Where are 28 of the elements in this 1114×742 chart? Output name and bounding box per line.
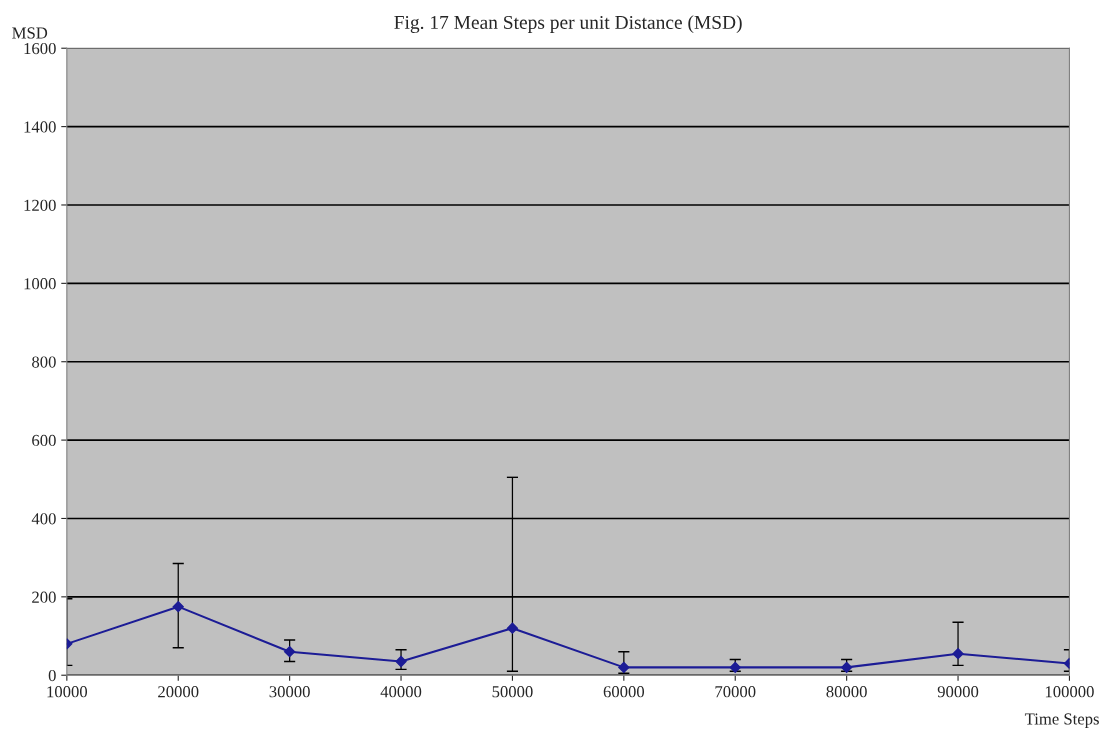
point	[395, 655, 407, 668]
point	[952, 648, 964, 660]
y-tick-label: 800	[32, 356, 56, 368]
y-axis-title: MSD	[12, 27, 48, 39]
point	[284, 646, 296, 658]
y-tick-label: 200	[32, 591, 56, 603]
point	[172, 601, 184, 613]
y-tick-label: 1000	[24, 278, 56, 290]
x-tick-label: 60000	[603, 686, 645, 698]
y-tick-label: 600	[32, 434, 56, 447]
chart-title: Fig. 17 Mean Steps per unit Distance (MSD)	[394, 15, 742, 33]
x-tick-label: 100000	[1045, 686, 1094, 698]
y-tick-label: 1600	[24, 42, 56, 55]
point	[506, 622, 519, 634]
point	[618, 661, 630, 673]
y-tick-label: 1200	[24, 199, 56, 211]
x-tick-label: 80000	[826, 686, 867, 698]
x-tick-label: 90000	[937, 686, 979, 698]
x-tick-label: 40000	[380, 686, 422, 698]
x-tick-label: 20000	[158, 686, 199, 698]
y-tick-label: 400	[31, 513, 56, 525]
x-tick-label: 70000	[715, 686, 756, 698]
x-tick-label: 10000	[47, 686, 88, 698]
y-tick-label: 0	[48, 669, 56, 682]
y-tick-label: 1400	[24, 121, 56, 133]
x-tick-label: 50000	[492, 686, 533, 698]
x-axis-title: Time Steps	[1024, 713, 1099, 728]
x-tick-label: 30000	[269, 686, 310, 698]
